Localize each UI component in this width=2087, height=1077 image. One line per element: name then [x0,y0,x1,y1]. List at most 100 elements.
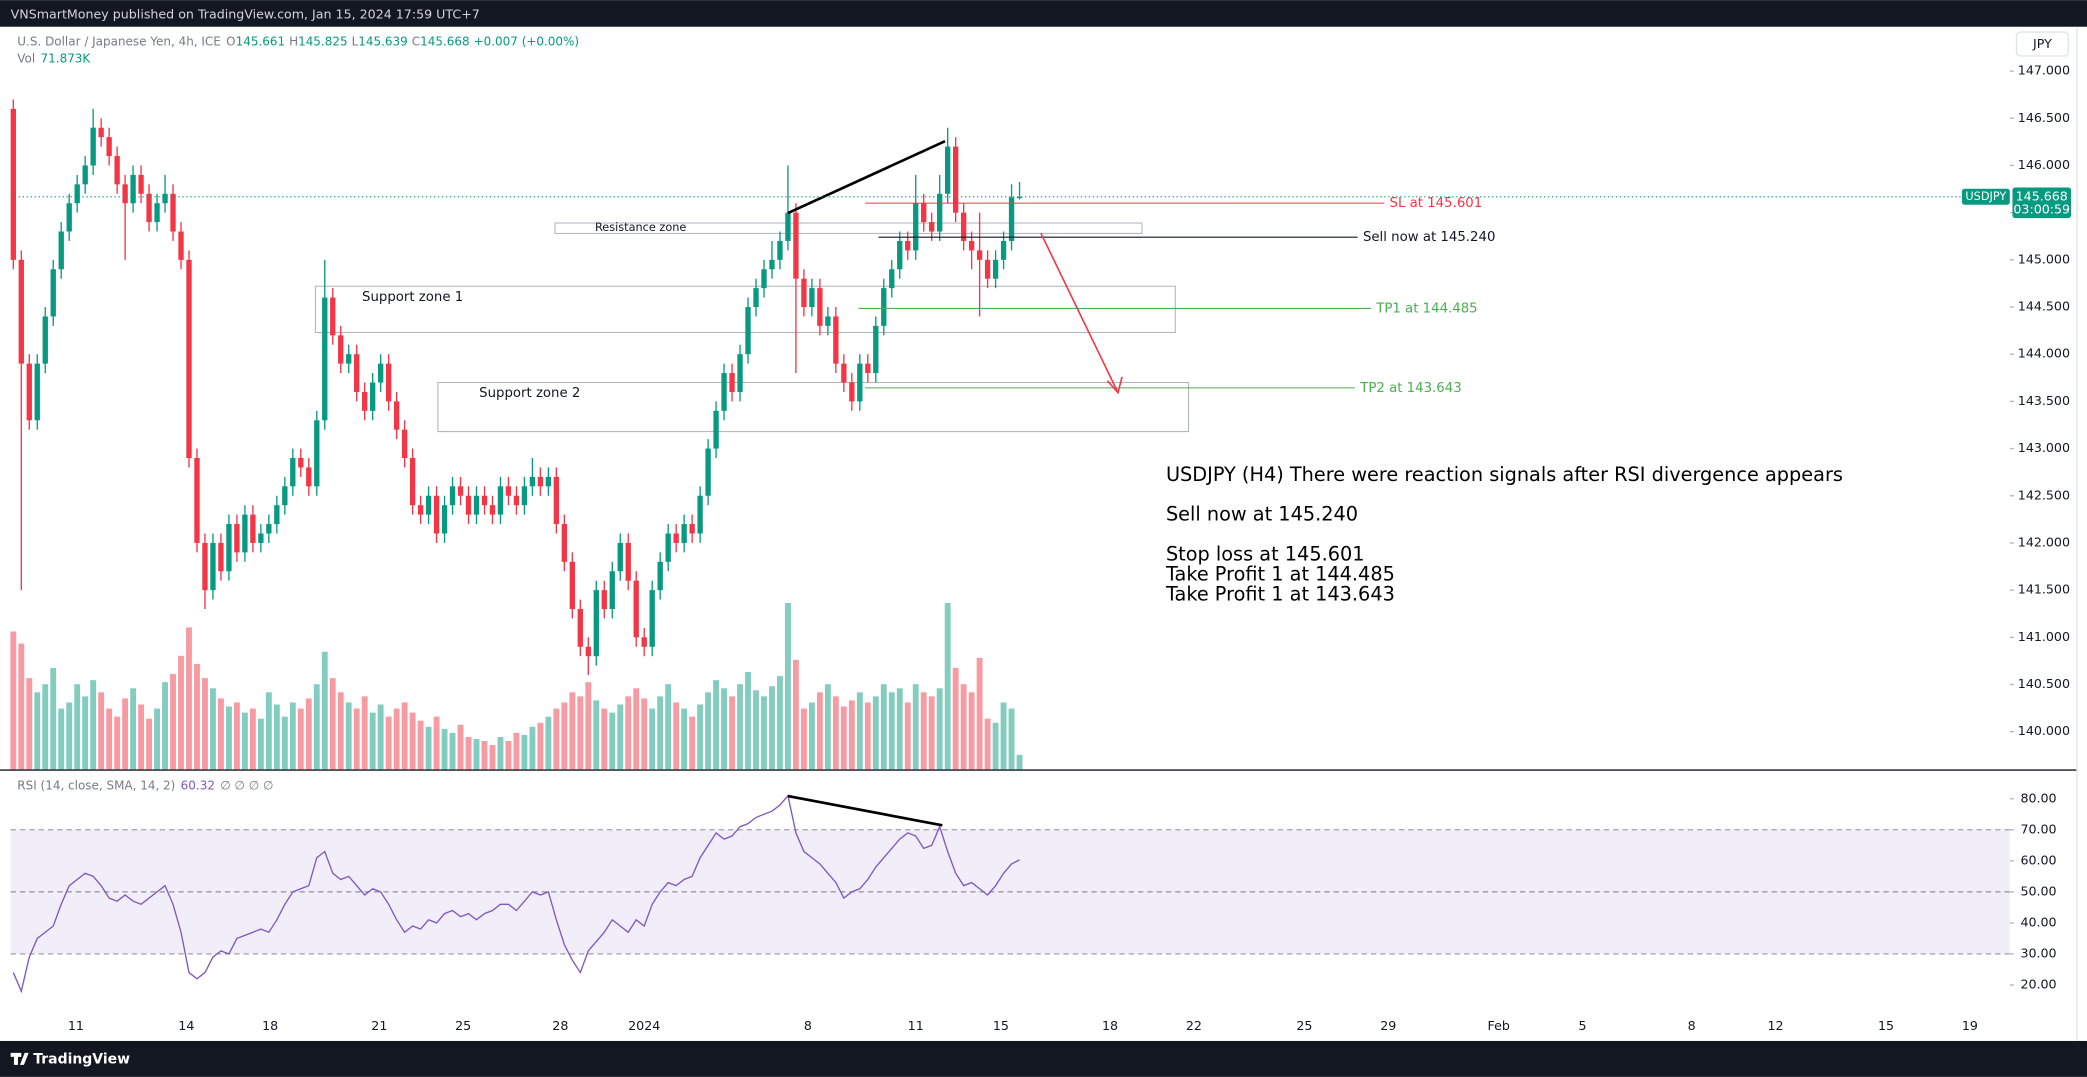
volume-bar [785,603,791,770]
candle-body [417,505,424,515]
note-line: Stop loss at 145.601 [1166,543,1365,566]
volume-name: Vol [17,51,35,65]
candle-body [889,269,895,289]
candle-body [465,495,472,515]
y-tick-label: 142.000 [2018,534,2070,549]
volume-bar [457,724,464,770]
volume-bar [529,726,536,770]
candle-body [737,354,743,392]
volume-bar [585,682,592,770]
quote-value: 145.661 [236,34,285,48]
candle-body [441,505,448,534]
candle-body [242,514,248,553]
volume-bar [409,712,416,770]
candle-body [66,203,72,232]
y-tick-label: 144.500 [2018,299,2070,314]
symbol-tag [1961,188,2010,205]
x-tick-label: 18 [262,1018,278,1033]
note-line: Take Profit 1 at 144.485 [1165,563,1395,586]
candle-body [865,363,871,374]
candle-body [218,542,224,572]
volume-bar [90,680,97,770]
volume-bar [888,692,895,770]
candle-body [122,184,128,204]
volume-bar [896,688,903,770]
candle-body [553,476,560,525]
candle-body [545,476,552,487]
volume-bar [433,716,440,770]
rsi-tick-label: 70.00 [2020,821,2056,836]
candle-body [984,259,991,279]
volume-bar [992,722,999,770]
currency-box [2015,31,2070,57]
candle-body [82,165,88,185]
rsi-divergence-line [787,794,943,827]
candle-body [641,637,647,647]
candle-body [425,495,432,515]
volume-bar [26,678,33,770]
x-tick-label: 28 [552,1018,568,1033]
volume-bar [345,702,352,770]
note-line: Sell now at 145.240 [1166,503,1358,526]
level-label: SL at 145.601 [1390,196,1483,211]
candle-body [793,212,799,279]
candle-body [306,467,312,487]
level-label: Sell now at 145.240 [1363,230,1495,245]
candle-body [857,363,863,402]
y-tick-label: 142.500 [2018,487,2070,502]
candle-body [513,495,520,506]
volume-bar [233,702,240,770]
volume-bar [50,667,57,770]
y-tick-label: 145.000 [2018,251,2070,266]
candle-body [625,542,631,581]
candle-body [1000,240,1007,260]
candle-body [370,382,376,411]
y-tick-label: 147.000 [2018,63,2070,78]
volume-bar [218,698,224,770]
candle-body [537,476,544,487]
candle-body [258,533,264,543]
candle-body [34,363,40,421]
volume-bar [569,692,576,770]
candle-body [809,288,815,308]
zone-label: Support zone 1 [362,290,463,305]
candle-body [138,174,144,194]
volume-bar [808,702,815,770]
candle-body [378,363,384,383]
volume-bar [178,655,184,770]
quote-legend: U.S. Dollar / Japanese Yen, 4h, ICE O145.… [17,34,579,48]
zone [437,381,1190,433]
candle-body [98,127,104,138]
candle-body [593,590,599,657]
candle-body [968,240,975,251]
candle-body [897,240,903,270]
candle-body [162,193,168,204]
volume-bar [154,708,160,770]
volume-bar [673,702,680,770]
candle-body [1008,197,1015,241]
quote-key: O [226,34,235,48]
volume-bar [74,684,81,770]
volume-bar [337,692,344,770]
volume-bar [912,684,919,770]
candle-body [178,231,184,260]
volume-bar [856,692,863,770]
candle-body [952,146,959,213]
volume-bar [928,696,935,770]
volume-bar [681,708,688,770]
volume-bar [18,643,25,770]
x-tick-label: 29 [1380,1018,1396,1033]
candle-body [825,316,831,326]
volume-bar [353,708,360,770]
quote-change: +0.007 (+0.00%) [474,34,580,48]
candle-body [976,250,983,260]
candle-body [937,193,943,232]
y-tick-label: 143.000 [2018,440,2070,455]
candle-body [489,505,496,515]
candle-body [529,476,536,487]
volume-bar [960,684,967,770]
candle-body [881,288,887,326]
volume-bar [417,720,424,770]
candle-body [170,193,176,232]
currency: JPY [2032,36,2052,51]
